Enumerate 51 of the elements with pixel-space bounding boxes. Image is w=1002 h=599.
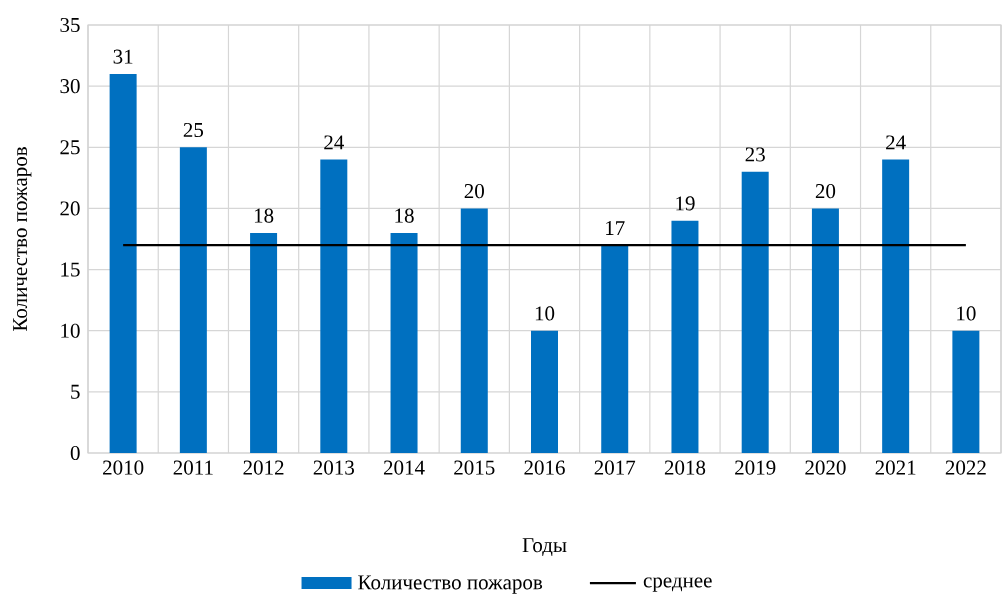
bar bbox=[320, 159, 348, 453]
x-tick-label: 2013 bbox=[313, 460, 354, 475]
x-tick-label: 2014 bbox=[383, 460, 425, 475]
x-tick-label: 2016 bbox=[524, 460, 565, 475]
bar bbox=[601, 245, 629, 453]
y-tick-label: 25 bbox=[60, 140, 80, 155]
y-axis-title: Количество пожаров bbox=[13, 147, 32, 332]
data-label: 23 bbox=[745, 147, 765, 162]
legend-label: среднее bbox=[643, 577, 712, 592]
data-label: 10 bbox=[535, 306, 555, 321]
y-tick-label: 15 bbox=[61, 262, 80, 277]
bar bbox=[390, 232, 418, 453]
data-label: 18 bbox=[254, 208, 274, 223]
y-tick-label: 5 bbox=[71, 384, 80, 399]
y-tick-label: 35 bbox=[60, 17, 80, 33]
x-tick-label: 2017 bbox=[594, 460, 636, 475]
bar bbox=[179, 147, 207, 453]
y-tick-label: 10 bbox=[61, 323, 80, 338]
data-label: 18 bbox=[395, 208, 414, 223]
x-tick-label: 2011 bbox=[173, 460, 213, 475]
bar bbox=[741, 171, 769, 453]
bar bbox=[811, 208, 839, 453]
x-tick-label: 2022 bbox=[945, 460, 986, 475]
legend-label: Количество пожаров bbox=[358, 575, 543, 594]
y-tick-label: 30 bbox=[60, 79, 80, 94]
data-label: 17 bbox=[606, 221, 625, 235]
y-tick-label: 0 bbox=[70, 445, 80, 461]
bar bbox=[250, 232, 278, 453]
x-tick-label: 2020 bbox=[805, 460, 846, 475]
bar bbox=[952, 330, 980, 453]
bar bbox=[882, 159, 910, 453]
bar bbox=[671, 220, 699, 453]
data-label: 20 bbox=[815, 184, 836, 199]
data-label: 20 bbox=[464, 184, 484, 199]
bar bbox=[109, 73, 137, 453]
data-label: 19 bbox=[676, 196, 695, 211]
data-label: 10 bbox=[957, 306, 976, 321]
data-label: 24 bbox=[324, 135, 344, 150]
x-tick-label: 2012 bbox=[243, 460, 284, 475]
bar bbox=[460, 208, 488, 453]
bar bbox=[531, 330, 558, 453]
data-label: 25 bbox=[183, 122, 204, 138]
x-tick-label: 2018 bbox=[664, 460, 706, 475]
x-tick-label: 2019 bbox=[735, 460, 776, 475]
x-tick-label: 2021 bbox=[875, 460, 916, 475]
data-label: 24 bbox=[886, 135, 906, 150]
x-tick-label: 2015 bbox=[454, 460, 495, 475]
x-tick-label: 2010 bbox=[103, 460, 144, 475]
data-label: 31 bbox=[113, 49, 133, 64]
y-tick-label: 20 bbox=[60, 201, 80, 216]
x-axis-title: Годы bbox=[522, 538, 567, 557]
